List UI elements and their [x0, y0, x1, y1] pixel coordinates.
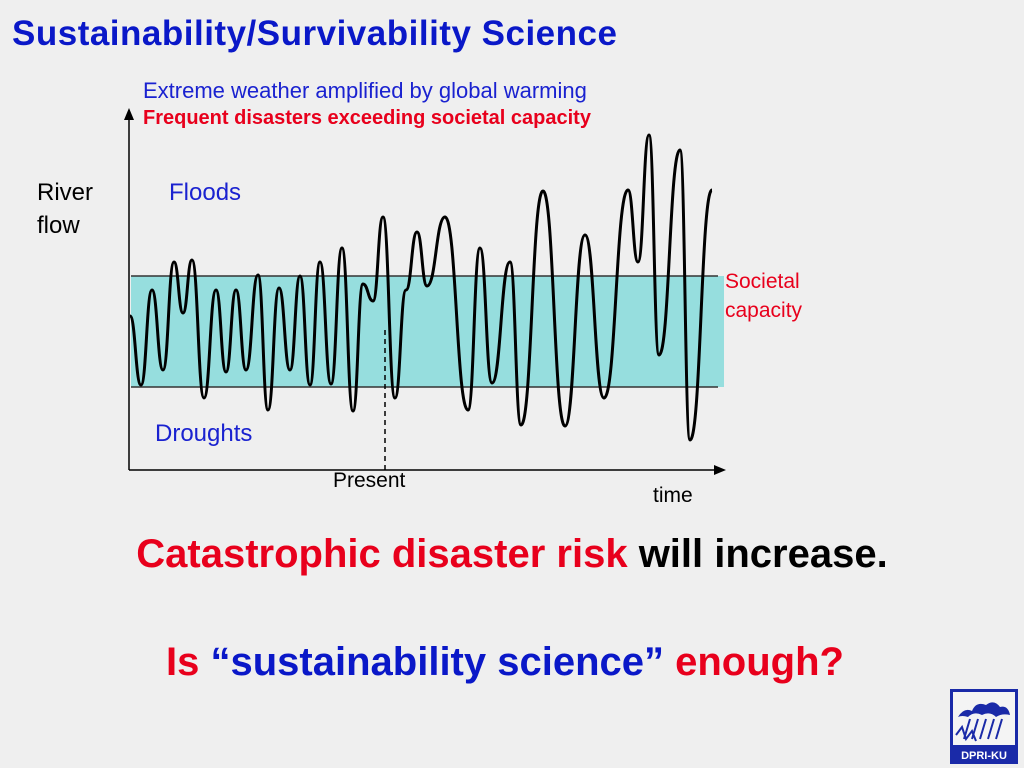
question-statement: Is “sustainability science” enough?: [0, 640, 1010, 685]
risk-statement-black: will increase.: [627, 532, 888, 576]
present-label: Present: [333, 469, 406, 492]
risk-statement: Catastrophic disaster risk will increase…: [0, 532, 1024, 577]
slide-title: Sustainability/Survivability Science: [12, 14, 618, 53]
risk-statement-red: Catastrophic disaster risk: [136, 532, 628, 576]
question-sustainability-science: “sustainability science”: [210, 640, 665, 684]
droughts-label: Droughts: [155, 420, 253, 447]
x-axis-label: time: [653, 484, 693, 507]
river-flow-curve: [128, 133, 714, 442]
logo-text: DPRI-KU: [961, 750, 1007, 762]
societal-capacity-label: Societal capacity: [725, 270, 803, 322]
subtitle-frequent-disasters: Frequent disasters exceeding societal ca…: [143, 107, 591, 129]
subtitle-extreme-weather: Extreme weather amplified by global warm…: [143, 78, 587, 103]
floods-label: Floods: [169, 179, 242, 206]
y-axis-arrowhead: [124, 108, 134, 120]
x-axis-arrowhead: [714, 465, 726, 475]
dpri-ku-logo: DPRI-KU: [950, 689, 1018, 764]
question-is: Is: [166, 640, 211, 684]
y-axis-label: River flow: [37, 179, 94, 239]
question-enough: enough?: [664, 640, 844, 684]
